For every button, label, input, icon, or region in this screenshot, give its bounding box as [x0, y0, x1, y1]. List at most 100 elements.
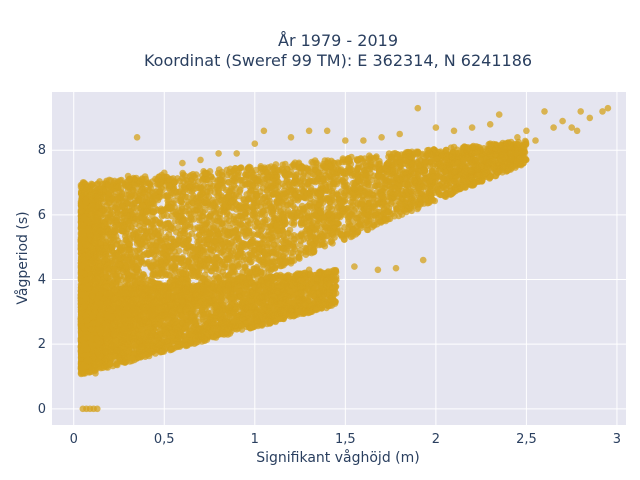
- scatter-point: [408, 161, 416, 168]
- scatter-point: [114, 210, 121, 217]
- scatter-point: [302, 244, 309, 252]
- scatter-point: [275, 183, 282, 190]
- scatter-point: [340, 178, 347, 185]
- scatter-point: [237, 164, 245, 171]
- scatter-point: [242, 243, 249, 251]
- scatter-point: [383, 202, 391, 210]
- scatter-point: [119, 202, 126, 210]
- scatter-point: [134, 228, 141, 236]
- scatter-point: [160, 207, 168, 214]
- scatter-point: [256, 246, 264, 253]
- scatter-point: [291, 245, 299, 253]
- scatter-point: [372, 209, 379, 217]
- scatter-point: [379, 183, 386, 190]
- scatter-point: [132, 220, 139, 228]
- scatter-point: [434, 185, 441, 193]
- scatter-point: [352, 231, 360, 238]
- scatter-point: [211, 216, 218, 224]
- scatter-point: [159, 250, 167, 257]
- scatter-point: [209, 196, 216, 204]
- scatter-point: [275, 251, 283, 259]
- scatter-point: [299, 172, 307, 179]
- scatter-point: [112, 222, 120, 229]
- scatter-point: [117, 244, 124, 252]
- scatter-point: [268, 226, 276, 234]
- scatter-point: [398, 211, 406, 218]
- scatter-point: [467, 156, 475, 163]
- scatter-point: [153, 195, 160, 203]
- scatter-point: [372, 160, 379, 168]
- scatter-point: [179, 171, 187, 178]
- scatter-point: [395, 164, 403, 171]
- scatter-point: [261, 199, 268, 207]
- scatter-point: [281, 194, 288, 202]
- scatter-point: [247, 166, 255, 174]
- scatter-point: [242, 174, 250, 181]
- scatter-point: [288, 253, 296, 261]
- scatter-point: [200, 248, 208, 256]
- scatter-point: [189, 272, 197, 280]
- scatter-point: [136, 240, 144, 248]
- scatter-point: [164, 193, 172, 201]
- scatter-point: [230, 213, 238, 220]
- scatter-point: [385, 153, 392, 160]
- scatter-point: [370, 155, 378, 162]
- scatter-point: [176, 177, 184, 185]
- scatter-point: [112, 216, 120, 223]
- scatter-point: [204, 236, 212, 243]
- scatter-point: [295, 160, 303, 168]
- scatter-point: [264, 253, 271, 260]
- scatter-point: [384, 177, 392, 185]
- scatter-point: [106, 206, 114, 214]
- scatter-point: [242, 202, 249, 210]
- scatter-point: [141, 190, 148, 197]
- scatter-point: [311, 234, 319, 242]
- scatter-point: [207, 203, 214, 211]
- scatter-point: [326, 172, 333, 180]
- scatter-point: [279, 238, 287, 245]
- scatter-point: [156, 269, 164, 277]
- scatter-point: [270, 241, 277, 249]
- scatter-point: [106, 225, 114, 233]
- scatter-point: [247, 259, 254, 266]
- scatter-point: [202, 225, 209, 233]
- scatter-point: [310, 209, 318, 217]
- scatter-point: [359, 200, 366, 208]
- scatter-point: [290, 221, 298, 228]
- scatter-point: [317, 207, 325, 214]
- scatter-point: [180, 227, 188, 235]
- scatter-point: [189, 247, 196, 254]
- scatter-point: [297, 237, 305, 245]
- scatter-point: [127, 251, 134, 258]
- scatter-point: [222, 220, 230, 227]
- scatter-point: [141, 216, 149, 224]
- scatter-point: [415, 184, 423, 192]
- scatter-point: [128, 204, 136, 212]
- scatter-point: [253, 219, 261, 226]
- scatter-point: [154, 234, 161, 242]
- scatter-point: [362, 172, 369, 179]
- scatter-point: [346, 213, 354, 220]
- scatter-point: [170, 255, 177, 262]
- scatter-point: [344, 230, 351, 237]
- scatter-point: [363, 210, 371, 217]
- scatter-point: [419, 150, 426, 158]
- scatter-point: [522, 140, 530, 148]
- scatter-point: [106, 176, 113, 184]
- scatter-point: [202, 196, 210, 204]
- scatter-point: [125, 230, 132, 238]
- scatter-point: [345, 155, 352, 162]
- scatter-point: [258, 268, 265, 276]
- scatter-point: [257, 163, 265, 170]
- chart-title-line1: År 1979 - 2019: [278, 31, 398, 50]
- scatter-point: [238, 215, 246, 222]
- scatter-point: [373, 218, 380, 226]
- scatter-point: [276, 257, 284, 265]
- data-points: [77, 104, 612, 413]
- scatter-point: [278, 212, 286, 220]
- scatter-point: [297, 180, 304, 187]
- scatter-point: [459, 162, 466, 170]
- scatter-point: [330, 178, 337, 185]
- scatter-point: [213, 226, 220, 233]
- scatter-point: [136, 249, 144, 257]
